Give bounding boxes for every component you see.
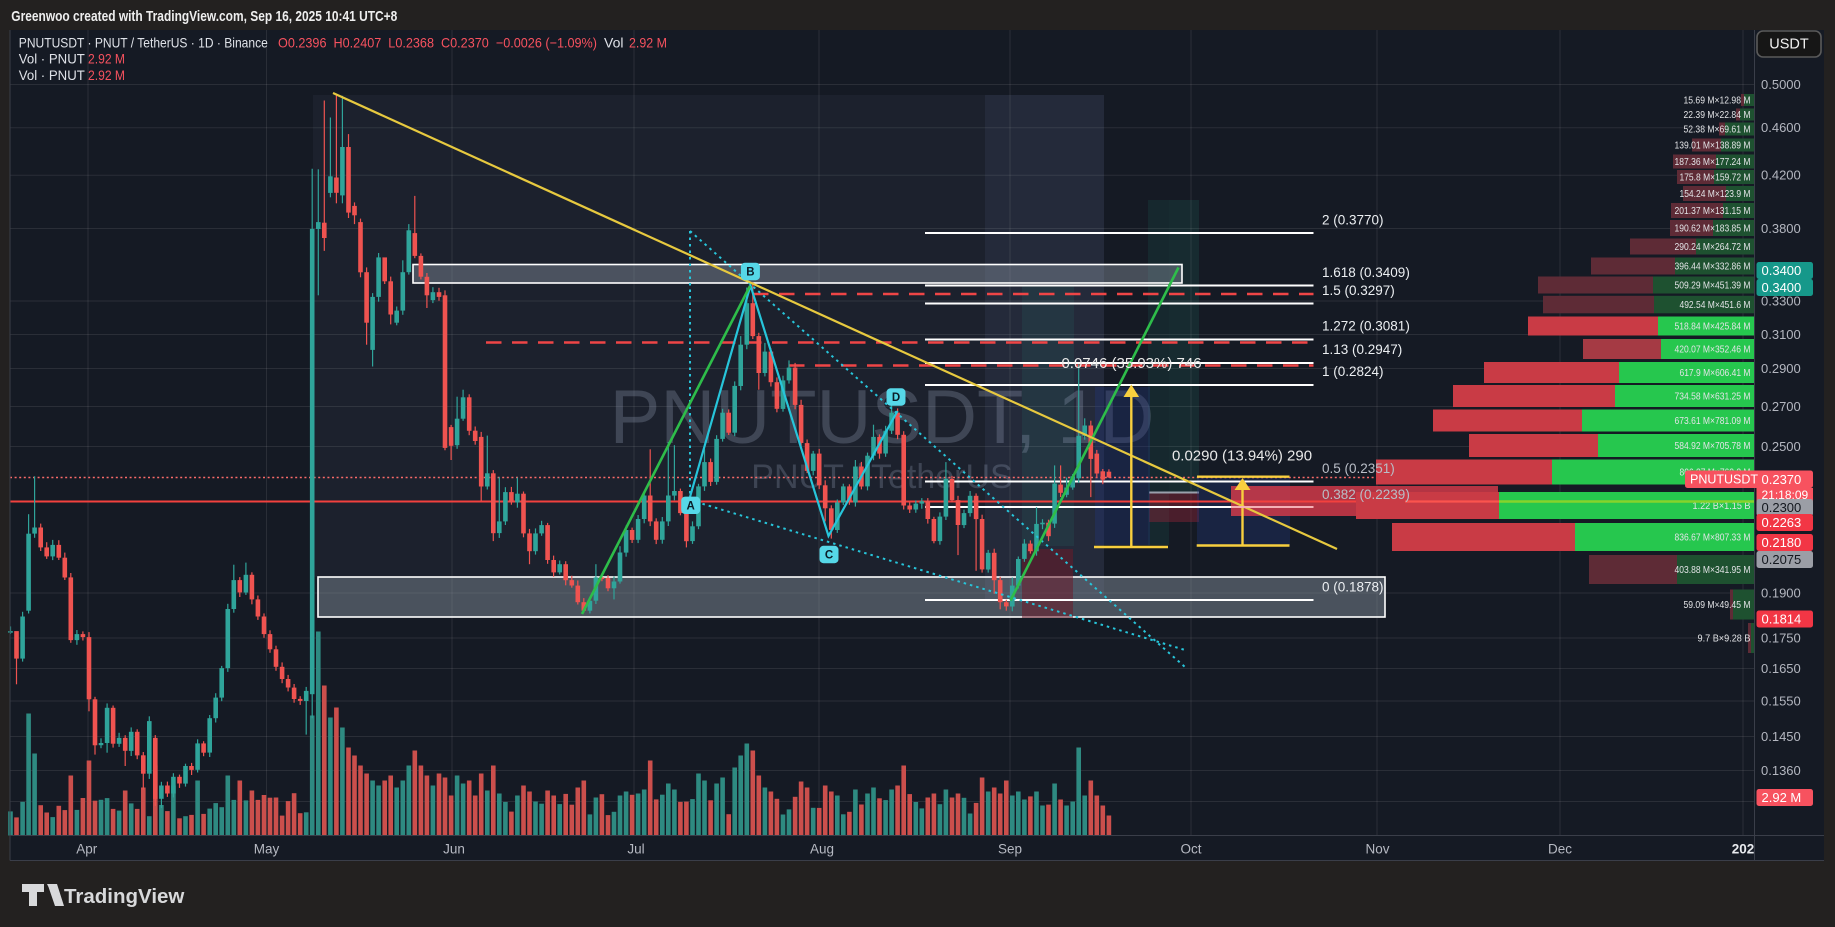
svg-text:O0.2396 H0.2407 L0.2368 C0.: O0.2396 H0.2407 L0.2368 C0.2370 −0.0026 … xyxy=(278,35,597,51)
svg-text:Apr: Apr xyxy=(76,842,98,857)
svg-text:290.24 M×264.72 M: 290.24 M×264.72 M xyxy=(1675,242,1751,253)
svg-text:0 (0.1878): 0 (0.1878) xyxy=(1322,580,1384,595)
svg-text:1.5 (0.3297): 1.5 (0.3297) xyxy=(1322,283,1395,298)
svg-text:175.8 M×159.72 M: 175.8 M×159.72 M xyxy=(1680,173,1751,184)
svg-text:0.5 (0.2351): 0.5 (0.2351) xyxy=(1322,461,1395,476)
svg-text:0.0746 (35.93%) 746: 0.0746 (35.93%) 746 xyxy=(1061,355,1201,372)
svg-text:PNUT / TetherUS: PNUT / TetherUS xyxy=(751,458,1012,496)
svg-text:201.37 M×131.15 M: 201.37 M×131.15 M xyxy=(1675,206,1751,217)
svg-text:509.29 M×451.39 M: 509.29 M×451.39 M xyxy=(1675,281,1751,292)
svg-text:Sep: Sep xyxy=(998,842,1022,857)
svg-text:21:18:09: 21:18:09 xyxy=(1762,488,1809,502)
svg-text:Jun: Jun xyxy=(443,842,465,857)
svg-text:187.36 M×177.24 M: 187.36 M×177.24 M xyxy=(1675,157,1751,168)
svg-text:420.07 M×352.46 M: 420.07 M×352.46 M xyxy=(1675,345,1751,356)
svg-text:1.22 B×1.15 B: 1.22 B×1.15 B xyxy=(1693,501,1751,512)
svg-text:2.92 M: 2.92 M xyxy=(88,51,125,67)
svg-text:0.2075: 0.2075 xyxy=(1762,552,1802,567)
svg-text:Oct: Oct xyxy=(1180,842,1201,857)
svg-text:0.1814: 0.1814 xyxy=(1762,612,1802,627)
svg-text:52.38 M×69.61 M: 52.38 M×69.61 M xyxy=(1684,125,1751,136)
svg-text:0.1650: 0.1650 xyxy=(1761,661,1801,676)
svg-text:2 (0.3770): 2 (0.3770) xyxy=(1322,213,1384,228)
svg-text:0.4600: 0.4600 xyxy=(1761,120,1801,135)
svg-text:0.2300: 0.2300 xyxy=(1762,500,1802,515)
svg-text:15.69 M×12.98 M: 15.69 M×12.98 M xyxy=(1684,96,1751,107)
svg-text:2.92 M: 2.92 M xyxy=(88,67,125,83)
svg-text:0.382 (0.2239): 0.382 (0.2239) xyxy=(1322,487,1410,502)
svg-text:A: A xyxy=(687,501,695,513)
svg-text:Vol: Vol xyxy=(604,35,623,51)
svg-text:USDT: USDT xyxy=(1769,37,1809,53)
svg-text:0.1900: 0.1900 xyxy=(1761,586,1801,601)
svg-text:1.618 (0.3409): 1.618 (0.3409) xyxy=(1322,265,1410,280)
svg-text:0.3400: 0.3400 xyxy=(1762,280,1802,295)
svg-text:0.2700: 0.2700 xyxy=(1761,399,1801,414)
svg-text:Jul: Jul xyxy=(627,842,644,857)
svg-text:0.3300: 0.3300 xyxy=(1761,294,1801,309)
svg-text:0.2263: 0.2263 xyxy=(1762,515,1802,530)
svg-text:0.2900: 0.2900 xyxy=(1761,361,1801,376)
svg-text:0.1550: 0.1550 xyxy=(1761,694,1801,709)
svg-text:PNUTUSDT · PNUT / TetherUS · 1: PNUTUSDT · PNUT / TetherUS · 1D · Binanc… xyxy=(19,35,268,51)
svg-text:1.13 (0.2947): 1.13 (0.2947) xyxy=(1322,342,1402,357)
svg-text:0.3100: 0.3100 xyxy=(1761,327,1801,342)
svg-text:0.2180: 0.2180 xyxy=(1762,535,1802,550)
svg-text:Greenwoo created with TradingV: Greenwoo created with TradingView.com, S… xyxy=(11,8,397,25)
svg-text:0.1750: 0.1750 xyxy=(1761,631,1801,646)
svg-text:584.92 M×705.78 M: 584.92 M×705.78 M xyxy=(1675,441,1751,452)
svg-text:Vol · PNUT: Vol · PNUT xyxy=(19,67,85,83)
svg-text:396.44 M×332.86 M: 396.44 M×332.86 M xyxy=(1675,262,1751,273)
svg-text:D: D xyxy=(892,392,900,404)
svg-text:59.09 M×49.45 M: 59.09 M×49.45 M xyxy=(1684,600,1751,611)
svg-text:190.62 M×183.85 M: 190.62 M×183.85 M xyxy=(1675,224,1751,235)
svg-text:0.2370: 0.2370 xyxy=(1762,472,1802,487)
svg-text:B: B xyxy=(746,267,754,279)
svg-text:617.9 M×606.41 M: 617.9 M×606.41 M xyxy=(1680,368,1751,379)
svg-text:2.92 M: 2.92 M xyxy=(629,35,667,51)
svg-text:0.0290 (13.94%) 290: 0.0290 (13.94%) 290 xyxy=(1172,448,1312,465)
svg-text:734.58 M×631.25 M: 734.58 M×631.25 M xyxy=(1675,392,1751,403)
svg-text:0.3800: 0.3800 xyxy=(1761,221,1801,236)
svg-text:22.39 M×22.84 M: 22.39 M×22.84 M xyxy=(1684,110,1751,121)
svg-text:PNUTUSDT: PNUTUSDT xyxy=(1690,473,1758,487)
svg-text:403.88 M×341.95 M: 403.88 M×341.95 M xyxy=(1675,565,1751,576)
svg-text:836.67 M×807.33 M: 836.67 M×807.33 M xyxy=(1675,533,1751,544)
svg-text:1.272 (0.3081): 1.272 (0.3081) xyxy=(1322,319,1410,334)
svg-text:9.7 B×9.28 B: 9.7 B×9.28 B xyxy=(1698,634,1751,645)
svg-text:Dec: Dec xyxy=(1548,842,1572,857)
svg-text:PNUTUSDT, 1D: PNUTUSDT, 1D xyxy=(610,375,1155,460)
svg-text:139.01 M×138.89 M: 139.01 M×138.89 M xyxy=(1675,141,1751,152)
svg-text:154.24 M×123.9 M: 154.24 M×123.9 M xyxy=(1680,189,1751,200)
svg-text:TradingView: TradingView xyxy=(64,885,184,908)
svg-text:0.2500: 0.2500 xyxy=(1761,439,1801,454)
svg-text:Aug: Aug xyxy=(810,842,834,857)
svg-text:518.84 M×425.84 M: 518.84 M×425.84 M xyxy=(1675,322,1751,333)
svg-text:0.3400: 0.3400 xyxy=(1762,263,1802,278)
svg-text:Vol · PNUT: Vol · PNUT xyxy=(19,51,85,67)
svg-text:673.61 M×781.09 M: 673.61 M×781.09 M xyxy=(1675,416,1751,427)
svg-text:1 (0.2824): 1 (0.2824) xyxy=(1322,364,1384,379)
svg-text:0.5000: 0.5000 xyxy=(1761,77,1801,92)
svg-text:Nov: Nov xyxy=(1365,842,1389,857)
svg-text:C: C xyxy=(825,550,833,562)
svg-text:0.1360: 0.1360 xyxy=(1761,763,1801,778)
svg-text:May: May xyxy=(254,842,280,857)
svg-text:0.4200: 0.4200 xyxy=(1761,168,1801,183)
svg-text:202: 202 xyxy=(1732,842,1755,857)
svg-text:2.92 M: 2.92 M xyxy=(1762,790,1802,805)
svg-text:0.1450: 0.1450 xyxy=(1761,729,1801,744)
svg-text:492.54 M×451.6 M: 492.54 M×451.6 M xyxy=(1680,300,1751,311)
